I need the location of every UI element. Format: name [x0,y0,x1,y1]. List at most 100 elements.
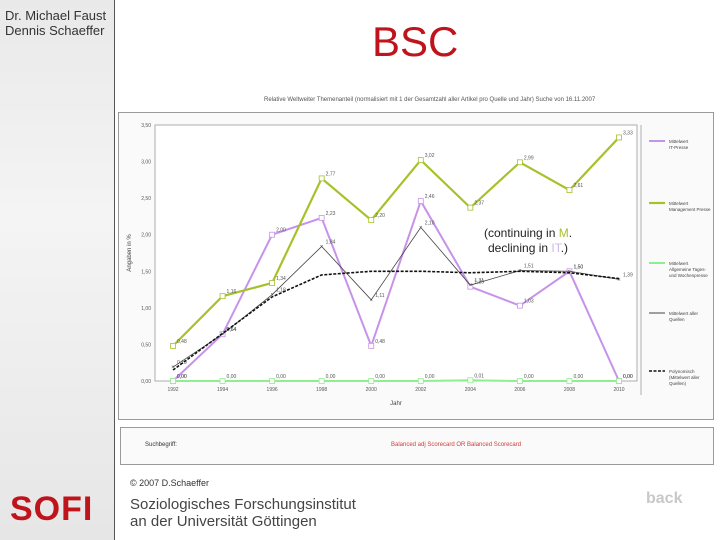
data-point: × [617,277,621,283]
data-point [516,159,523,166]
data-label: 2,46 [425,194,435,200]
data-point: × [369,298,373,304]
data-point: × [221,332,225,338]
data-point [417,157,424,164]
x-tick-label: 1996 [267,387,278,393]
data-label: 0,01 [474,373,484,379]
data-label: 0,64 [227,327,237,333]
legend-label: Mittelwert [669,139,689,144]
data-label: 1,11 [375,293,385,299]
data-label: 1,39 [623,272,633,278]
y-tick-label: 1,50 [141,269,151,275]
data-label: 1,51 [524,264,534,270]
legend-label: Mittelwert [669,261,689,266]
data-point [467,283,474,290]
data-label: 0,00 [623,374,633,380]
data-point [417,378,424,384]
page-title: BSC [372,18,459,65]
legend-label: (Mittelwert aller [669,375,700,380]
data-label: 3,33 [623,130,633,136]
data-label: 3,02 [425,153,435,159]
series-line [172,136,620,347]
data-label: 0,48 [177,339,187,345]
data-label: 2,00 [276,228,286,234]
legend-label: Management Presse [669,207,711,212]
data-point [368,217,375,223]
x-tick-label: 1998 [316,387,327,393]
data-point: × [469,283,473,289]
author-1: Dr. Michael Faust [5,8,107,23]
y-tick-label: 2,50 [141,196,151,202]
legend-label: Allgemeine Tages- [669,267,706,272]
x-tick-label: 2004 [465,387,476,393]
data-point [467,377,474,384]
annotation-prefix-1: (continuing in [484,226,559,240]
data-label: 0,00 [573,374,583,380]
data-point [467,204,474,211]
copyright: © 2007 D.Schaeffer [130,478,210,488]
sidebar-panel [0,0,114,540]
x-tick-label: 2008 [564,387,575,393]
y-tick-label: 0,50 [141,342,151,348]
series-line [172,198,620,382]
data-point [318,378,325,384]
data-point: × [270,293,274,299]
y-tick-label: 1,00 [141,306,151,312]
data-point: × [171,365,175,371]
y-tick-label: 0,00 [141,379,151,385]
data-label: 0,00 [623,374,633,380]
annotation-highlight-m: M [558,226,569,240]
chart-title: Relative Weltweiter Themenanteil (normal… [264,97,596,103]
data-point [368,378,375,384]
chart-annotation: (continuing in M. declining in IT.) [484,226,572,256]
data-point: × [320,244,324,250]
x-tick-label: 2006 [514,387,525,393]
series-line [173,379,619,382]
data-point [318,175,325,182]
plot-area [154,124,638,382]
back-button[interactable]: back [646,490,683,507]
data-point [269,378,276,384]
annotation-prefix-2: declining in [488,241,552,255]
author-2: Dennis Schaeffer [5,23,105,38]
sidebar-divider [114,0,115,540]
institute-line-1: Soziologisches Forschungsinstitut [130,496,356,513]
institute-line-2: an der Universität Göttingen [130,513,317,530]
data-label: 0,00 [326,374,336,380]
y-tick-label: 3,00 [141,160,151,166]
data-label: 2,61 [573,183,583,189]
line-chart: 0,00 0,50 1,00 1,50 2,00 2,50 3,00 3,50 1992 1994… [127,123,711,407]
x-axis-label: Jahr [390,401,402,407]
y-axis-label: Angaben in % [127,234,133,272]
data-point [516,302,523,309]
data-label: 2,99 [524,155,534,161]
author-names: Dr. Michael Faust Dennis Schaeffer [5,8,106,38]
x-tick-label: 2000 [366,387,377,393]
data-label: 0,00 [425,374,435,380]
data-label: 1,84 [326,239,336,245]
data-point [368,342,375,349]
data-label: 0,64 [227,327,237,333]
y-tick-label: 2,00 [141,233,151,239]
data-point [616,378,622,384]
data-label: 1,18 [276,288,286,294]
data-label: 2,37 [474,201,484,207]
data-label: 1,16 [227,289,237,295]
legend-label: IT-Presse [669,145,689,150]
data-label: 2,20 [375,213,385,219]
data-point [516,378,523,384]
x-tick-label: 2010 [613,387,624,393]
legend-label: Mittelwert aller [669,311,699,316]
data-label: 1,50 [573,264,583,270]
data-label: 2,10 [425,220,435,226]
data-point [269,280,276,286]
data-label: 0,00 [375,374,385,380]
search-term-value: Balanced adj Scorecard OR Balanced Score… [391,442,522,448]
data-point [318,214,325,221]
data-point [170,342,176,349]
legend-label: Quellen [669,317,685,322]
data-point: × [419,225,423,231]
data-label: 0,00 [177,374,187,380]
legend-label: Quellen) [669,381,687,386]
data-label: 1,03 [524,299,534,305]
